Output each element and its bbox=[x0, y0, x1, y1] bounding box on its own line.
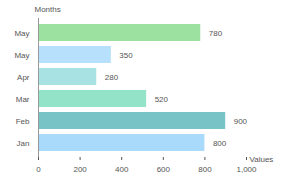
svg-text:Months: Months bbox=[35, 5, 61, 14]
svg-text:900: 900 bbox=[234, 117, 248, 126]
svg-text:Values: Values bbox=[250, 155, 274, 164]
svg-text:800: 800 bbox=[213, 139, 227, 148]
svg-text:Feb: Feb bbox=[16, 117, 30, 126]
svg-text:1,000: 1,000 bbox=[236, 165, 257, 174]
svg-text:280: 280 bbox=[105, 73, 119, 82]
svg-text:0: 0 bbox=[36, 165, 41, 174]
svg-text:Jan: Jan bbox=[17, 139, 30, 148]
svg-text:May: May bbox=[14, 29, 29, 38]
svg-text:Mar: Mar bbox=[16, 95, 30, 104]
svg-text:400: 400 bbox=[115, 165, 129, 174]
svg-text:200: 200 bbox=[73, 165, 87, 174]
svg-text:520: 520 bbox=[155, 95, 169, 104]
svg-text:May: May bbox=[14, 51, 29, 60]
svg-text:800: 800 bbox=[198, 165, 212, 174]
svg-text:600: 600 bbox=[157, 165, 171, 174]
svg-text:Apr: Apr bbox=[17, 73, 30, 82]
svg-text:780: 780 bbox=[209, 29, 223, 38]
svg-text:350: 350 bbox=[119, 51, 133, 60]
